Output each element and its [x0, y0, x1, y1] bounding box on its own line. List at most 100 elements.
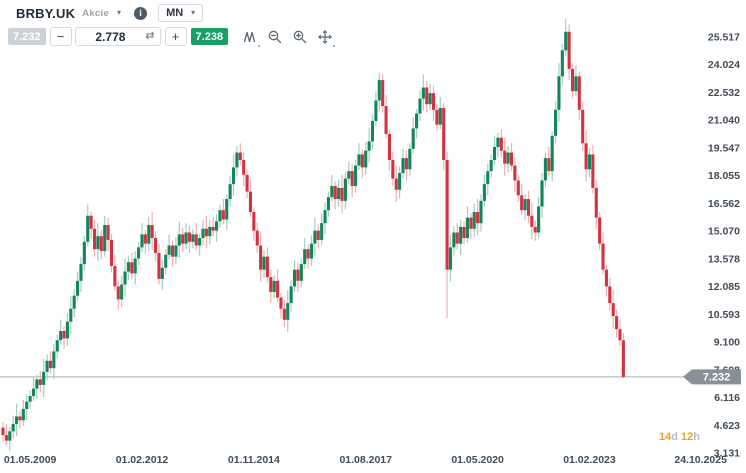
candle-body — [286, 303, 290, 320]
x-axis-label: 01.08.2017 — [339, 454, 392, 466]
candle-body — [228, 184, 232, 200]
candle-body — [428, 93, 432, 105]
candle-body — [438, 107, 442, 125]
indicators-icon[interactable] — [242, 29, 261, 47]
countdown-days-unit: d — [671, 431, 682, 443]
volume-value[interactable]: 2.778 — [95, 29, 126, 44]
candle-body — [435, 109, 439, 125]
candle-body — [140, 234, 144, 248]
candle-body — [611, 303, 615, 317]
swap-units-icon[interactable]: ⇄ — [145, 30, 155, 42]
candle-body — [154, 238, 158, 253]
candle-body — [326, 197, 330, 211]
timeframe-select[interactable]: MN ▾ — [158, 4, 204, 22]
crosshair-icon[interactable] — [317, 29, 336, 47]
candle-body — [45, 360, 49, 372]
candle-countdown: 14d 12h — [659, 431, 700, 443]
candle-body — [357, 154, 361, 166]
candle-body — [340, 187, 344, 201]
volume-input[interactable]: 2.778 ⇄ — [74, 27, 161, 46]
candle-body — [374, 100, 378, 121]
candle-body — [252, 212, 256, 231]
candle-body — [323, 210, 327, 224]
x-axis-label: 24.10.2025 — [674, 454, 727, 466]
candle-body — [554, 109, 558, 136]
candle-body — [18, 416, 22, 421]
zoom-in-icon[interactable] — [292, 29, 308, 45]
candle-body — [320, 223, 324, 240]
volume-increase-button[interactable]: + — [164, 27, 187, 46]
candle-body — [516, 180, 520, 196]
candle-body — [198, 238, 202, 246]
candle-body — [296, 269, 300, 281]
candle-body — [69, 308, 73, 322]
candle-body — [289, 286, 293, 304]
symbol-dropdown-caret-icon[interactable]: ▾ — [117, 8, 122, 17]
candle-body — [8, 431, 12, 441]
countdown-hours: 12 — [681, 431, 694, 443]
volume-decrease-button[interactable]: − — [49, 27, 72, 46]
candle-body — [547, 158, 551, 172]
countdown-days: 14 — [658, 431, 672, 443]
candle-body — [262, 256, 266, 270]
y-axis-label: 9.100 — [714, 337, 740, 349]
candle-body — [309, 243, 314, 259]
y-axis-label: 25.517 — [708, 32, 740, 44]
candle-body — [503, 150, 507, 164]
candle-body — [608, 286, 612, 304]
candle-body — [431, 93, 436, 110]
candle-body — [333, 186, 337, 200]
candle-body — [615, 316, 619, 330]
zoom-out-icon[interactable] — [267, 29, 283, 45]
candle-body — [143, 234, 147, 244]
candle-body — [35, 379, 39, 389]
y-axis-label: 16.562 — [708, 198, 740, 210]
candle-body — [526, 199, 530, 216]
buy-price-button[interactable]: 7.238 — [190, 28, 229, 45]
candle-body — [4, 435, 8, 441]
candle-body — [506, 152, 510, 164]
candle-body — [181, 234, 185, 244]
candle-body — [126, 262, 130, 272]
candle-body — [282, 308, 286, 320]
candle-body — [48, 360, 53, 369]
sell-price-button[interactable]: 7.232 — [8, 28, 46, 45]
candle-body — [587, 154, 592, 170]
candle-body — [150, 225, 154, 239]
info-icon[interactable]: i — [134, 6, 148, 20]
candle-body — [401, 158, 405, 174]
candle-body — [62, 330, 66, 339]
candle-body — [411, 128, 415, 149]
current-price-tag-value: 7.232 — [703, 372, 731, 384]
y-axis-label: 3.131 — [714, 448, 740, 460]
candle-body — [459, 226, 463, 244]
instrument-header: BRBY.UK Akcie ▾ i MN ▾ — [16, 4, 204, 22]
candle-body — [564, 31, 568, 51]
candle-body — [123, 271, 127, 285]
candle-body — [170, 245, 175, 257]
candle-body — [509, 152, 514, 166]
x-axis-label: 01.05.2009 — [4, 454, 57, 466]
candle-body — [377, 80, 381, 101]
candle-body — [350, 171, 354, 187]
candle-body — [164, 254, 168, 268]
candle-body — [103, 225, 107, 252]
x-axis-label: 01.11.2014 — [228, 454, 280, 466]
candle-body — [28, 396, 32, 402]
candle-body — [421, 87, 425, 99]
candle-body — [167, 245, 171, 255]
candle-body — [157, 252, 161, 279]
candle-body — [120, 284, 124, 300]
candle-body — [520, 195, 524, 211]
candle-body — [55, 340, 59, 352]
candle-body — [486, 171, 490, 185]
candle-body — [65, 321, 69, 339]
candle-body — [387, 133, 392, 160]
candle-body — [543, 158, 547, 181]
candle-body — [415, 113, 419, 129]
y-axis-label: 12.085 — [708, 281, 740, 293]
candle-body — [570, 68, 575, 92]
candle-body — [204, 228, 208, 237]
current-price-tag: 7.232 — [683, 369, 741, 385]
